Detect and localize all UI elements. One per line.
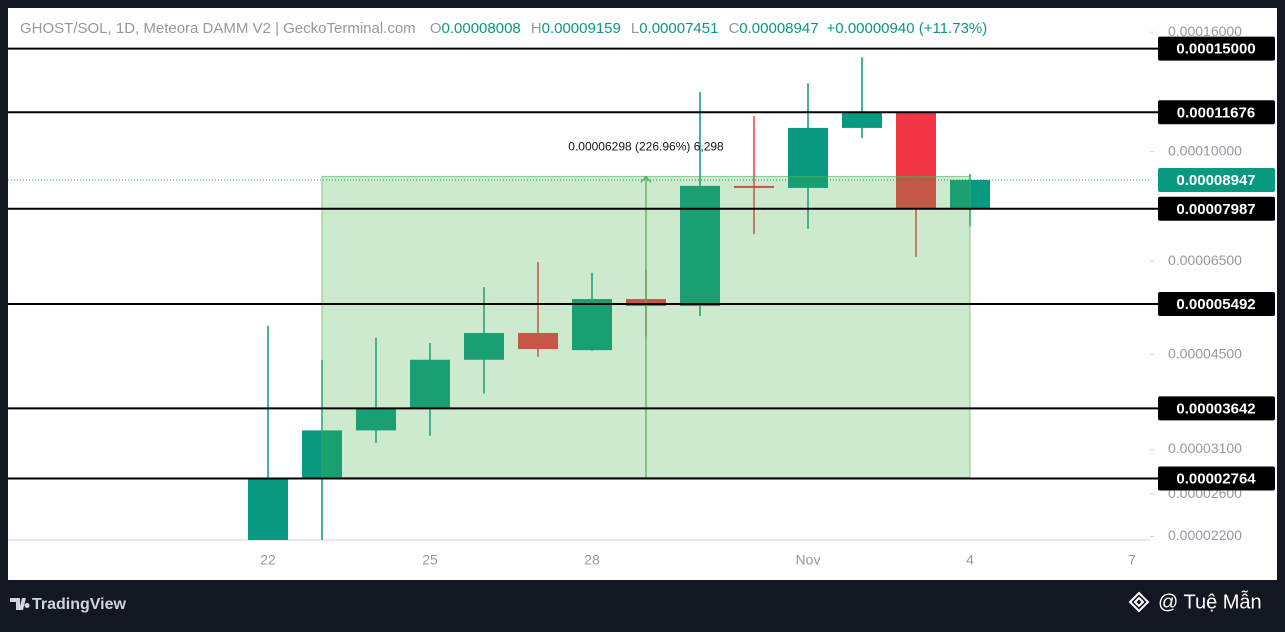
candle-body [464, 332, 504, 360]
chart-header: GHOST/SOL, 1D, Meteora DAMM V2 | GeckoTe… [20, 20, 987, 37]
candle-body [734, 185, 774, 188]
y-tick-label: 0.00002200 [1168, 527, 1242, 543]
candle-body [356, 408, 396, 431]
y-tick-label: 0.00004500 [1168, 345, 1242, 361]
y-tick-label: 0.00006500 [1168, 252, 1242, 268]
plot-area [8, 57, 1150, 540]
candle-body [248, 478, 288, 540]
field-value: 0.00008008 [442, 20, 521, 37]
change: +0.00000940 (+11.73%) [827, 20, 988, 37]
x-tick-label: 4 [966, 552, 974, 568]
x-tick-label: 28 [584, 552, 600, 568]
y-tick-label: 0.00010000 [1168, 142, 1242, 158]
field-key: H [531, 20, 542, 37]
level-label: 0.00007987 [1176, 201, 1255, 218]
chart-background [8, 8, 1277, 580]
candle-body [680, 185, 720, 306]
symbol: GHOST/SOL, 1D, Meteora DAMM V2 | GeckoTe… [20, 20, 416, 37]
candle-body [842, 113, 882, 128]
watermark-text: @ Tuệ Mẫn [1158, 590, 1262, 613]
x-tick-label: Nov [796, 552, 821, 568]
level-box [1158, 36, 1275, 61]
level-label: 0.00015000 [1176, 41, 1255, 58]
x-tick-label: 7 [1128, 552, 1136, 568]
level-label: 0.00002764 [1176, 470, 1256, 487]
field-value: 0.00008947 [739, 20, 818, 37]
watermark: @ Tuệ Mẫn [1128, 590, 1262, 613]
y-tick-label: 0.00003100 [1168, 440, 1242, 456]
y-tick-label: 0.00016000 [1168, 23, 1242, 39]
candle-body [788, 127, 828, 188]
level-box [1158, 196, 1275, 221]
level-box [1158, 466, 1275, 491]
field-key: O [430, 20, 442, 37]
measure-arrowhead [640, 175, 652, 183]
level-label: 0.00005492 [1176, 296, 1255, 313]
field-value: 0.00007451 [639, 20, 718, 37]
last-price-label: 0.00008947 [1176, 172, 1255, 189]
field-value: 0.00009159 [542, 20, 621, 37]
field-key: L [631, 20, 639, 37]
level-label: 0.00011676 [1177, 104, 1255, 121]
measure-label: 0.00006298 (226.96%) 6,298 [568, 140, 724, 154]
x-tick-label: 25 [422, 552, 438, 568]
last-price-box [1158, 167, 1275, 192]
candle-body [896, 112, 936, 209]
level-box [1158, 100, 1275, 125]
level-box [1158, 291, 1275, 316]
candle-body [572, 299, 612, 351]
candle-body [410, 359, 450, 409]
brand-name: TradingView [32, 596, 127, 613]
level-label: 0.00003642 [1176, 400, 1255, 417]
level-box [1158, 396, 1275, 421]
x-tick-label: 22 [260, 552, 276, 568]
field-key: C [728, 20, 739, 37]
brand-logo: TradingView [10, 596, 127, 613]
candle-body [518, 332, 558, 350]
